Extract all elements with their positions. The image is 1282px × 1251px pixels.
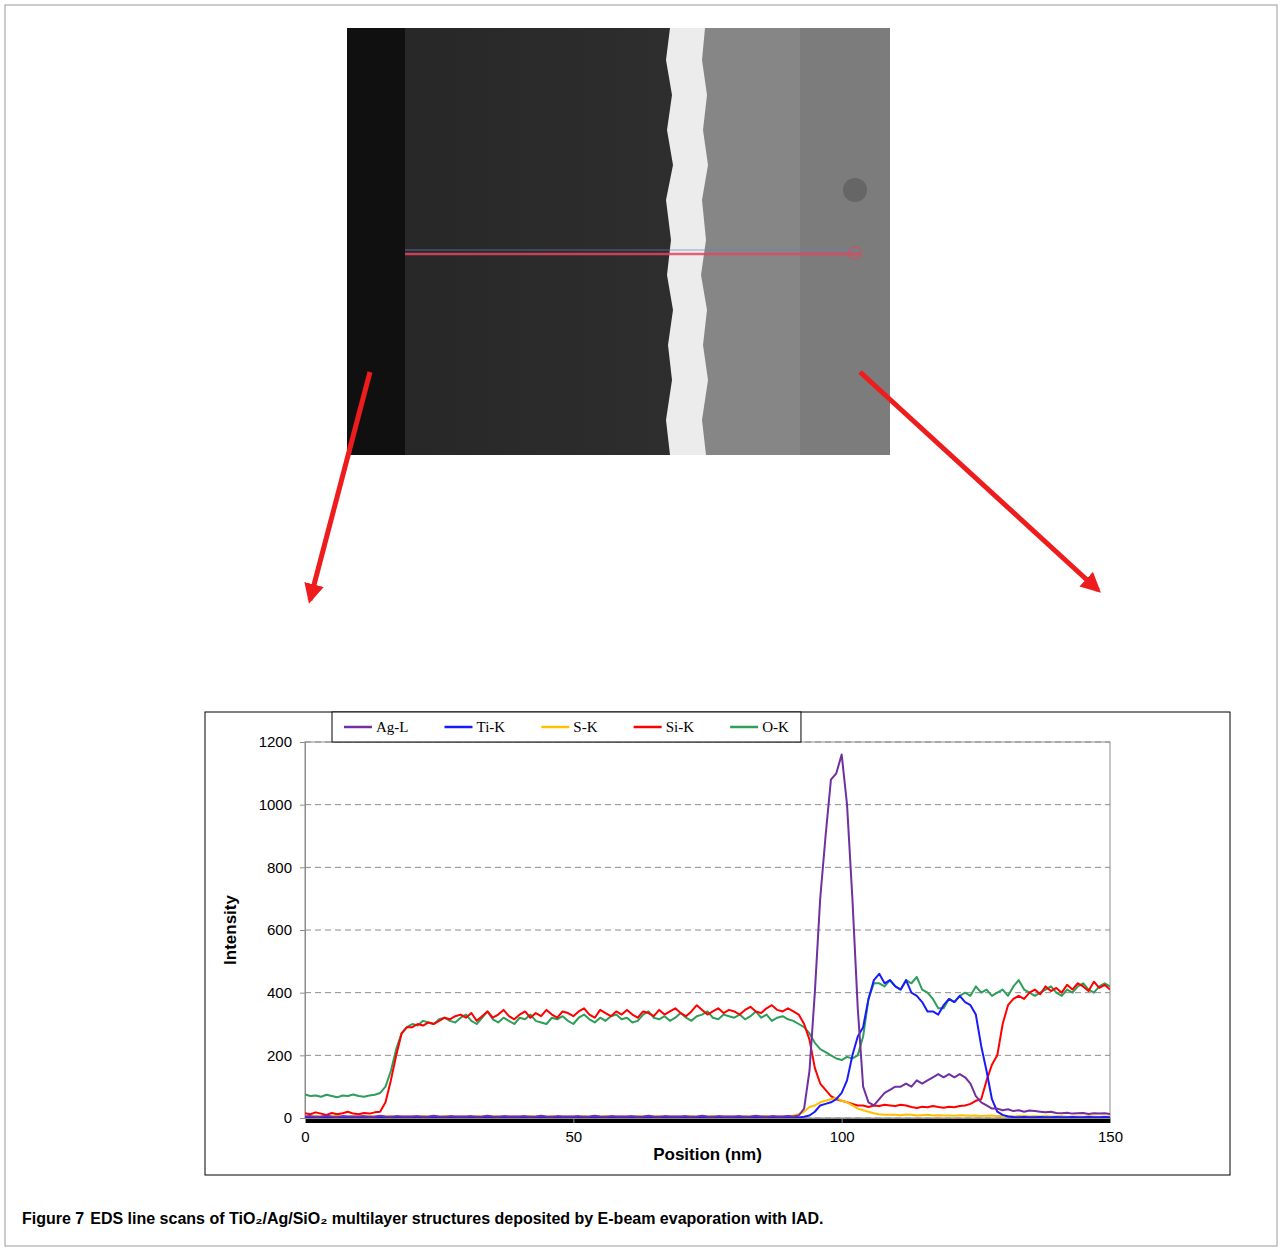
y-tick: 800	[267, 859, 305, 876]
y-tick: 600	[267, 921, 305, 938]
figure-frame	[5, 5, 1277, 1246]
micrograph-spot	[843, 178, 867, 202]
grid-line	[305, 930, 1110, 931]
micrograph	[347, 28, 890, 455]
micrograph-background	[347, 28, 890, 455]
plot-data	[305, 755, 1110, 1118]
series-line	[305, 982, 1110, 1115]
caption-label: Figure 7	[22, 1210, 84, 1227]
x-tick-label: 50	[565, 1128, 582, 1145]
legend-label: O-K	[762, 719, 789, 735]
legend-swatch	[634, 726, 662, 729]
legend-label: Ag-L	[376, 719, 409, 735]
y-tick-label: 1200	[259, 733, 292, 750]
x-axis: 0 50 100 150	[301, 1118, 1123, 1145]
y-tick-label: 0	[284, 1109, 292, 1126]
micrograph-dark-band	[347, 28, 405, 455]
legend-swatch	[541, 726, 569, 729]
scan-line-shadow	[405, 250, 860, 251]
x-tick: 150	[1098, 1118, 1123, 1145]
legend-box	[332, 712, 801, 742]
series-line	[305, 977, 1110, 1097]
y-tick-mark	[300, 867, 305, 868]
chart-frame	[205, 712, 1230, 1175]
y-tick-label: 800	[267, 859, 292, 876]
y-tick-mark	[300, 1055, 305, 1056]
micrograph-silver-layer	[666, 28, 708, 455]
arrow	[860, 372, 1098, 590]
y-tick: 1000	[259, 796, 305, 813]
x-tick-mark	[573, 1118, 574, 1123]
y-tick-mark	[300, 742, 305, 743]
y-tick-mark	[300, 993, 305, 994]
x-axis-title: Position (nm)	[653, 1145, 762, 1164]
legend-label: Si-K	[666, 719, 695, 735]
y-tick-mark	[300, 930, 305, 931]
y-tick-label: 600	[267, 921, 292, 938]
x-tick-label: 0	[301, 1128, 309, 1145]
caption-text: EDS line scans of TiO₂/Ag/SiO₂ multilaye…	[90, 1210, 823, 1227]
y-tick: 0	[284, 1109, 305, 1126]
legend: Ag-L Ti-K S-K Si-K O-K	[332, 712, 801, 742]
y-tick-label: 400	[267, 984, 292, 1001]
x-tick: 50	[565, 1118, 582, 1145]
series-line	[305, 974, 1110, 1118]
caption: Figure 7 EDS line scans of TiO₂/Ag/SiO₂ m…	[22, 1210, 823, 1227]
y-tick: 400	[267, 984, 305, 1001]
grid-line	[305, 1055, 1110, 1056]
grid-line	[305, 804, 1110, 805]
micrograph-light-layer	[700, 28, 890, 455]
grid-line	[305, 867, 1110, 868]
plot-frame	[305, 742, 1110, 1118]
scan-line-end	[849, 247, 861, 259]
y-axis-line	[300, 743, 306, 1119]
y-tick: 1200	[259, 733, 305, 750]
y-tick-label: 200	[267, 1047, 292, 1064]
y-tick-mark	[300, 1118, 305, 1119]
arrow	[310, 372, 370, 600]
x-tick-label: 150	[1098, 1128, 1123, 1145]
legend-swatch	[344, 726, 372, 729]
y-tick-mark	[300, 805, 305, 806]
figure: 0 50 100 150 0 200 400 600 800 1000 1200 Position (…	[0, 0, 1282, 1251]
x-tick: 0	[301, 1118, 309, 1145]
y-tick-label: 1000	[259, 796, 292, 813]
legend-swatch	[730, 726, 758, 729]
y-axis-title: Intensity	[221, 895, 240, 965]
y-tick: 200	[267, 1047, 305, 1064]
series-line	[305, 755, 1110, 1117]
legend-swatch	[445, 726, 473, 729]
x-tick-mark	[1110, 1118, 1111, 1123]
legend-label: S-K	[573, 719, 597, 735]
y-axis: 0 200 400 600 800 1000 1200	[259, 733, 306, 1126]
legend-label: Ti-K	[477, 719, 506, 735]
scan-line	[405, 253, 860, 256]
micrograph-light-layer-2	[800, 28, 890, 455]
x-tick-mark	[842, 1118, 843, 1123]
grid	[305, 742, 1110, 1118]
x-tick-label: 100	[830, 1128, 855, 1145]
x-tick: 100	[830, 1118, 855, 1145]
x-axis-line	[306, 1119, 1111, 1124]
